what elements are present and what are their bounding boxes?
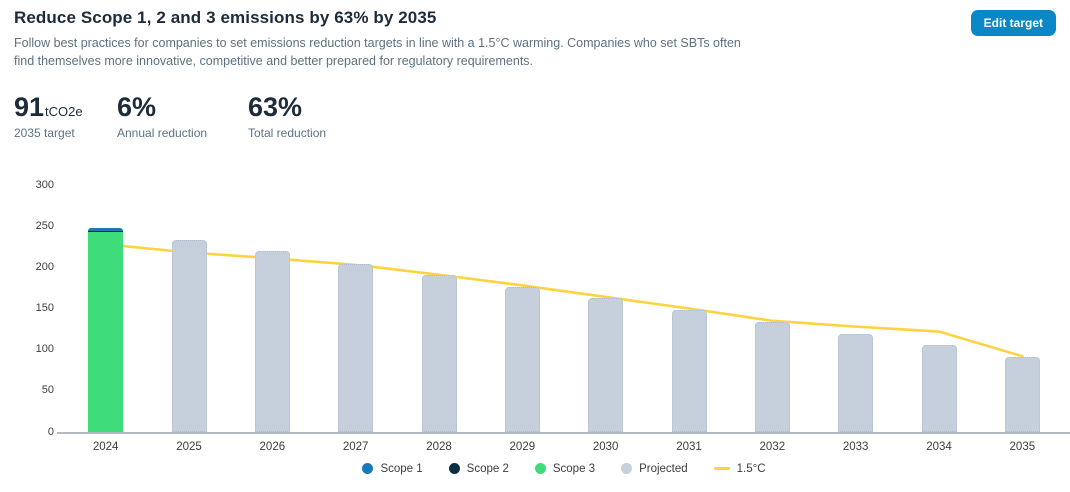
- x-tick-2035: 2035: [1009, 440, 1036, 453]
- bar-2025-projected[interactable]: [171, 239, 207, 432]
- x-axis-labels: 2024 2025 2026 2027 2028 2029 2030 2031 2032 2033…: [64, 432, 1064, 454]
- stat-value: 63%: [248, 91, 303, 122]
- stat-value: 91: [14, 91, 45, 122]
- y-tick-50: 50: [41, 384, 54, 397]
- bar-2032-projected[interactable]: [754, 322, 790, 432]
- bar-2029-projected[interactable]: [504, 286, 540, 432]
- edit-target-button[interactable]: Edit target: [970, 10, 1056, 36]
- x-tick-2028: 2028: [426, 440, 452, 453]
- temperature-line-layer: [104, 242, 1024, 358]
- stat-label: 2035 target: [14, 125, 75, 140]
- bar-2024-scope-1[interactable]: [88, 228, 124, 231]
- bar-2024-scope-2[interactable]: [88, 230, 124, 232]
- legend-item-scope-1[interactable]: Scope 1: [362, 462, 423, 475]
- x-tick-2032: 2032: [759, 440, 786, 453]
- x-tick-2033: 2033: [842, 440, 869, 453]
- stat-unit: tCO2e: [45, 103, 83, 119]
- legend-dot-icon: [534, 463, 546, 474]
- x-tick-2030: 2030: [592, 440, 619, 453]
- legend-dot-icon: [621, 463, 633, 474]
- x-axis-line: [57, 431, 1070, 434]
- stat-annual-reduction: 6% Annual reduction: [117, 91, 248, 140]
- header: Reduce Scope 1, 2 and 3 emissions by 63%…: [14, 8, 1056, 71]
- x-tick-2031: 2031: [676, 440, 702, 453]
- legend-item-scope-2[interactable]: Scope 2: [448, 462, 509, 475]
- legend-line-icon: [713, 467, 730, 470]
- page-subtitle: Follow best practices for companies to s…: [14, 36, 741, 68]
- y-tick-0: 0: [47, 425, 54, 438]
- stat-label: Total reduction: [248, 125, 327, 140]
- bar-2030-projected[interactable]: [588, 298, 624, 432]
- legend-label: Scope 3: [552, 462, 596, 475]
- stats-row: 91 tCO2e 2035 target 6% Annual reduction…: [14, 91, 1056, 140]
- bar-2026-projected[interactable]: [254, 251, 290, 432]
- stat-value: 6%: [117, 91, 157, 122]
- bar-2024-scope-3[interactable]: [88, 231, 124, 432]
- legend-label: 1.5°C: [736, 462, 766, 475]
- bar-2031-projected[interactable]: [671, 309, 707, 432]
- bar-2027-projected[interactable]: [338, 263, 374, 432]
- temperature-1-5c-line: [104, 242, 1024, 358]
- y-tick-150: 150: [35, 302, 54, 314]
- stat-total-reduction: 63% Total reduction: [248, 91, 327, 140]
- x-tick-2029: 2029: [509, 440, 536, 453]
- legend-dot-icon: [448, 463, 460, 474]
- plot-area: 0 50 100 150 200 250 300: [36, 179, 1070, 438]
- x-tick-2025: 2025: [176, 440, 202, 453]
- legend-dot-icon: [362, 463, 374, 474]
- legend-item-1-5-c[interactable]: 1.5°C: [713, 462, 766, 475]
- emissions-chart: 0 50 100 150 200 250 300 2024 2025 2026 2027 2028 2…: [14, 179, 1070, 475]
- legend-label: Scope 2: [466, 462, 509, 475]
- y-tick-100: 100: [35, 343, 54, 356]
- legend-item-projected[interactable]: Projected: [621, 463, 688, 475]
- stat-2035-target: 91 tCO2e 2035 target: [14, 91, 117, 140]
- legend-item-scope-3[interactable]: Scope 3: [534, 462, 596, 475]
- chart-legend: Scope 1 Scope 2 Scope 3 Projected 1.5°C: [64, 463, 1064, 475]
- bar-2034-projected[interactable]: [921, 345, 957, 432]
- emissions-target-page: Reduce Scope 1, 2 and 3 emissions by 63%…: [14, 8, 1070, 475]
- bar-2028-projected[interactable]: [421, 275, 457, 432]
- page-title: Reduce Scope 1, 2 and 3 emissions by 63%…: [14, 8, 437, 27]
- x-tick-2026: 2026: [259, 440, 286, 453]
- bar-2033-projected[interactable]: [838, 333, 874, 432]
- bar-2035-projected[interactable]: [1004, 356, 1040, 432]
- stat-label: Annual reduction: [117, 125, 208, 140]
- legend-label: Scope 1: [380, 462, 423, 475]
- legend-label: Projected: [639, 462, 688, 475]
- x-tick-2034: 2034: [926, 440, 952, 453]
- y-tick-250: 250: [35, 219, 54, 232]
- y-tick-300: 300: [35, 178, 54, 191]
- x-tick-2027: 2027: [342, 440, 369, 453]
- y-tick-200: 200: [35, 260, 54, 273]
- header-text: Reduce Scope 1, 2 and 3 emissions by 63%…: [14, 8, 756, 71]
- x-tick-2024: 2024: [92, 440, 119, 453]
